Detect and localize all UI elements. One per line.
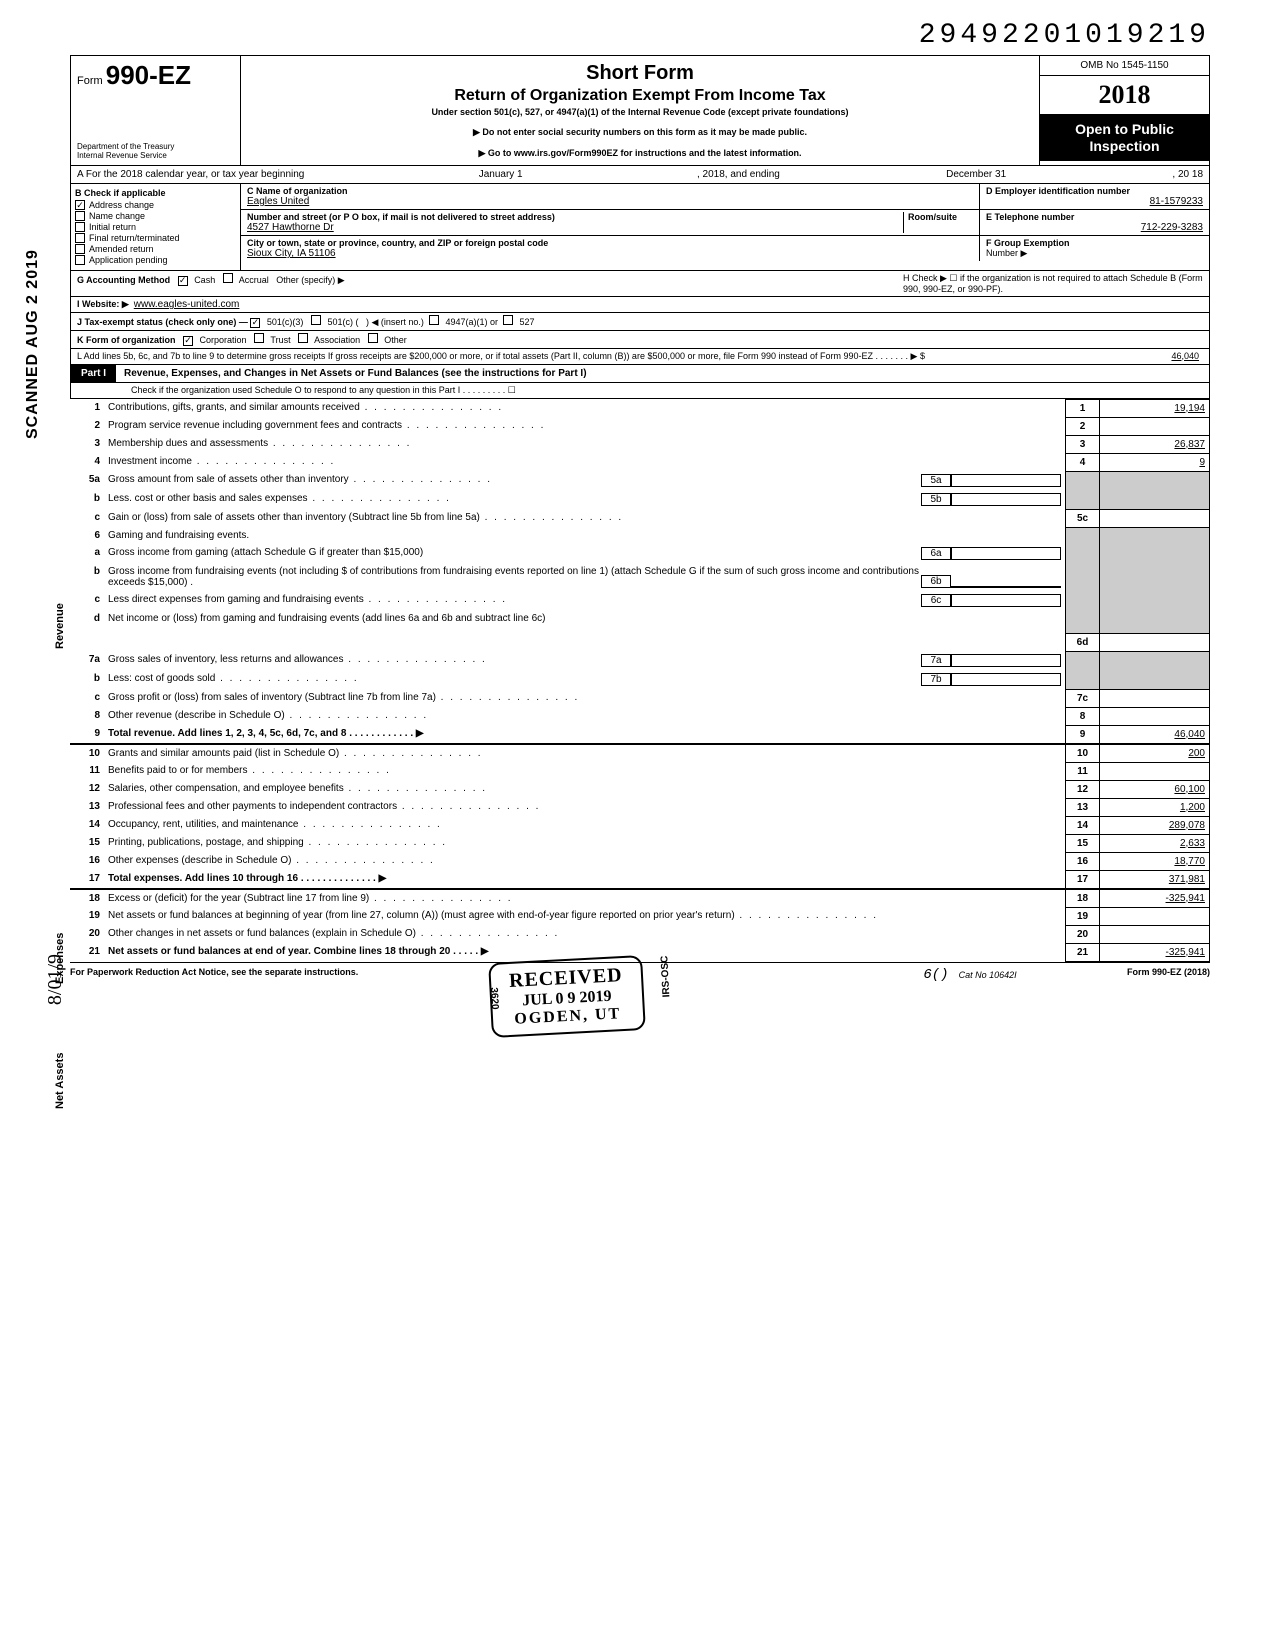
- group-exempt-label: F Group Exemption: [986, 238, 1203, 248]
- header-right: OMB No 1545-1150 2018 Open to PublicInsp…: [1039, 56, 1209, 165]
- header-left: Form 990-EZ Department of the Treasury I…: [71, 56, 241, 165]
- stamp-side-3620: 3620: [488, 987, 500, 1010]
- part-1-header: Part I Revenue, Expenses, and Changes in…: [70, 365, 1210, 383]
- col-b-header: B Check if applicable: [75, 188, 236, 198]
- dln-number: 29492201019219: [70, 20, 1210, 51]
- addr-value: 4527 Hawthorne Dr: [247, 222, 903, 233]
- column-c-org-info: C Name of organization Eagles United D E…: [241, 184, 1209, 270]
- tax-year: 2018: [1040, 76, 1209, 115]
- irs-link: ▶ Go to www.irs.gov/Form990EZ for instru…: [251, 148, 1029, 159]
- cat-no: Cat No 10642I: [959, 970, 1017, 980]
- header-title-block: Short Form Return of Organization Exempt…: [241, 56, 1039, 165]
- row-h-schedule-b: H Check ▶ ☐ if the organization is not r…: [903, 273, 1203, 294]
- ein-value: 81-1579233: [986, 196, 1203, 207]
- chk-corporation[interactable]: ✓: [183, 336, 193, 346]
- short-form-title: Short Form: [251, 62, 1029, 85]
- chk-association[interactable]: [298, 333, 308, 343]
- row-l-gross-receipts: L Add lines 5b, 6c, and 7b to line 9 to …: [70, 349, 1210, 365]
- row-g-accounting: G Accounting Method ✓ Cash Accrual Other…: [70, 271, 1210, 297]
- city-value: Sioux City, IA 51106: [247, 248, 973, 259]
- omb-number: OMB No 1545-1150: [1040, 56, 1209, 76]
- chk-trust[interactable]: [254, 333, 264, 343]
- ssn-warning: ▶ Do not enter social security numbers o…: [251, 127, 1029, 138]
- org-name: Eagles United: [247, 196, 973, 207]
- part-1-tag: Part I: [71, 365, 116, 382]
- page-footer: For Paperwork Reduction Act Notice, see …: [70, 962, 1210, 987]
- scanned-stamp: SCANNED AUG 2 2019: [24, 249, 42, 439]
- open-to-public: Open to PublicInspection: [1040, 115, 1209, 161]
- paperwork-notice: For Paperwork Reduction Act Notice, see …: [70, 967, 830, 983]
- return-title: Return of Organization Exempt From Incom…: [251, 87, 1029, 105]
- chk-address-change[interactable]: ✓Address change: [75, 200, 236, 210]
- addr-label: Number and street (or P O box, if mail i…: [247, 212, 903, 222]
- part-1-schedule-o-check: Check if the organization used Schedule …: [70, 383, 1210, 399]
- column-b-checkboxes: B Check if applicable ✓Address change Na…: [71, 184, 241, 270]
- room-label: Room/suite: [908, 212, 973, 222]
- part-1-title: Revenue, Expenses, and Changes in Net As…: [116, 365, 1209, 382]
- chk-cash[interactable]: ✓: [178, 276, 188, 286]
- chk-4947[interactable]: [429, 315, 439, 325]
- treasury-dept: Department of the Treasury Internal Reve…: [77, 143, 234, 161]
- city-label: City or town, state or province, country…: [247, 238, 973, 248]
- row-k-form-org: K Form of organization ✓ Corporation Tru…: [70, 331, 1210, 349]
- hand-date: 8/01/9: [44, 953, 67, 1004]
- revenue-side-label: Revenue: [54, 603, 66, 649]
- form-footer-id: Form 990-EZ (2018): [1030, 967, 1210, 983]
- row-j-tax-status: J Tax-exempt status (check only one) — ✓…: [70, 313, 1210, 331]
- line-a-tax-year: A For the 2018 calendar year, or tax yea…: [70, 166, 1210, 184]
- form-number: Form 990-EZ: [77, 60, 234, 91]
- chk-final-return[interactable]: Final return/terminated: [75, 233, 236, 243]
- group-exempt-number: Number ▶: [986, 248, 1203, 259]
- tel-label: E Telephone number: [986, 212, 1203, 222]
- chk-501c[interactable]: [311, 315, 321, 325]
- hand-notation: 6(): [923, 967, 948, 983]
- form-header: Form 990-EZ Department of the Treasury I…: [70, 55, 1210, 166]
- chk-initial-return[interactable]: Initial return: [75, 222, 236, 232]
- org-name-label: C Name of organization: [247, 186, 973, 196]
- identity-block: B Check if applicable ✓Address change Na…: [70, 184, 1210, 271]
- chk-accrual[interactable]: [223, 273, 233, 283]
- chk-amended-return[interactable]: Amended return: [75, 244, 236, 254]
- ein-label: D Employer identification number: [986, 186, 1203, 196]
- chk-501c3[interactable]: ✓: [250, 318, 260, 328]
- net-assets-side-label: Net Assets: [54, 1052, 66, 1108]
- chk-other-org[interactable]: [368, 333, 378, 343]
- tel-value: 712-229-3283: [986, 222, 1203, 233]
- chk-application-pending[interactable]: Application pending: [75, 255, 236, 265]
- chk-527[interactable]: [503, 315, 513, 325]
- subtitle: Under section 501(c), 527, or 4947(a)(1)…: [251, 107, 1029, 117]
- part-1-table: 1Contributions, gifts, grants, and simil…: [70, 399, 1210, 962]
- row-i-website: I Website: ▶ www.eagles-united.com: [70, 297, 1210, 313]
- chk-name-change[interactable]: Name change: [75, 211, 236, 221]
